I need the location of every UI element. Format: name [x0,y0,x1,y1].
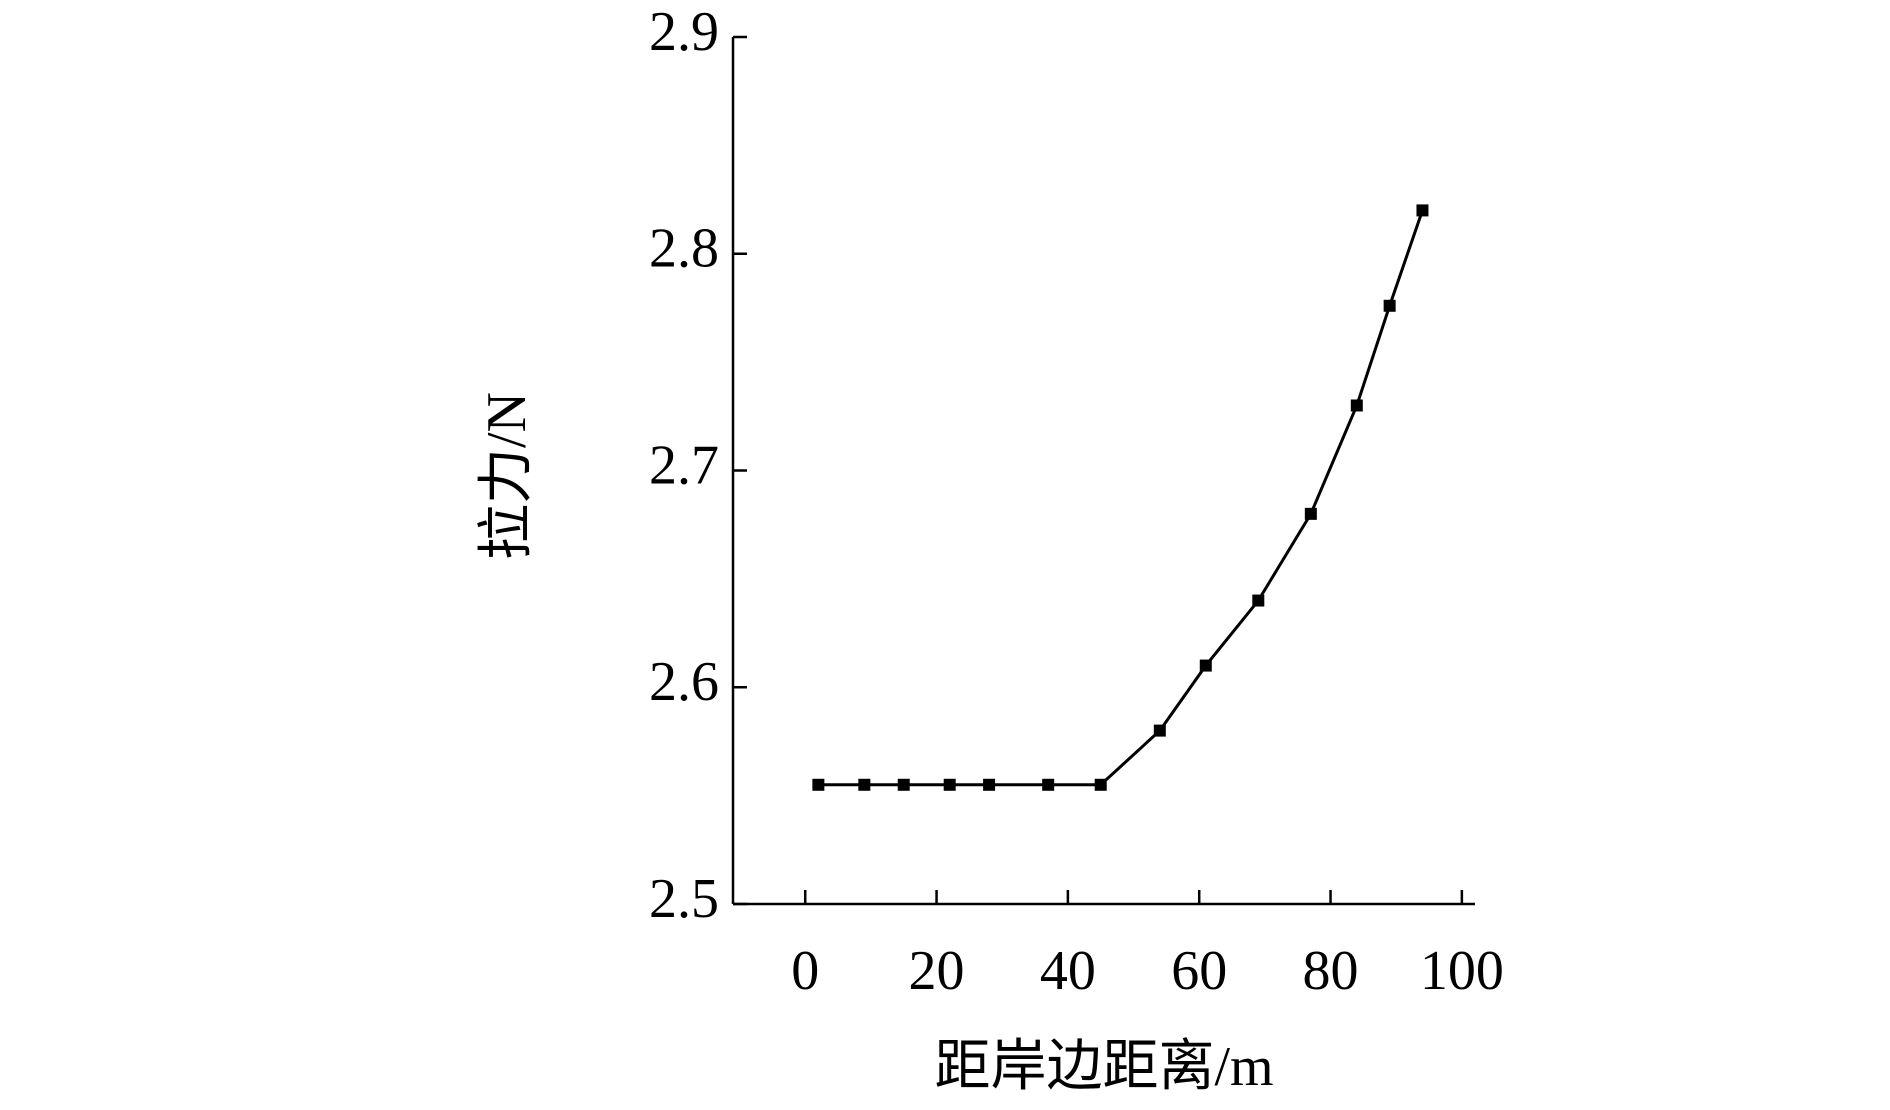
x-tick-label: 100 [1420,940,1504,1002]
marker [1199,659,1212,672]
y-tick-label: 2.5 [649,868,719,930]
y-tick-label: 2.7 [649,434,719,496]
marker [1304,507,1317,520]
marker [1383,299,1396,312]
x-tick-label: 20 [909,940,965,1002]
y-tick-label: 2.9 [649,1,719,63]
x-tick-label: 0 [791,940,819,1002]
marker [1350,399,1363,412]
marker [897,778,910,791]
marker [1153,724,1166,737]
x-axis-title: 距岸边距离/m [934,1036,1273,1098]
x-tick-label: 80 [1303,940,1359,1002]
marker [812,778,825,791]
line [818,209,1424,787]
marker [1094,778,1107,791]
y-axis-title: 拉力/N [476,392,538,560]
marker [983,778,996,791]
y-tick-label: 2.6 [649,651,719,713]
x-tick-label: 60 [1171,940,1227,1002]
marker [1042,778,1055,791]
marker [858,778,871,791]
marker [1416,204,1429,217]
marker [1252,594,1265,607]
marker [943,778,956,791]
x-tick-label: 40 [1040,940,1096,1002]
y-tick-label: 2.8 [649,218,719,280]
